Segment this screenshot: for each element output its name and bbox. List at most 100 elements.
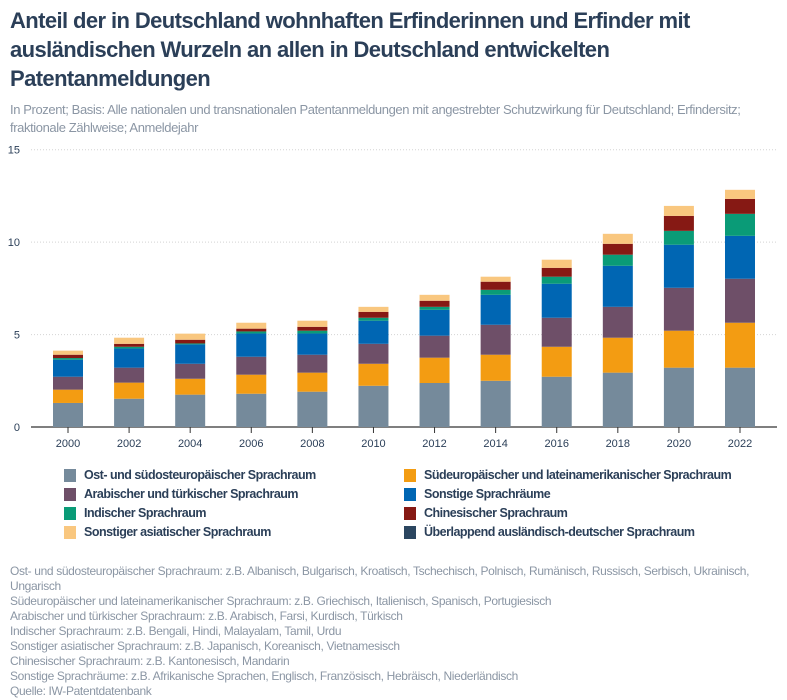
bar-segment	[358, 320, 389, 344]
bar-segment	[480, 289, 511, 295]
bar-segment	[175, 333, 206, 340]
bar-segment	[480, 380, 511, 427]
legend-item: Sonstige Sprachräume	[404, 487, 551, 501]
bar-segment	[236, 322, 267, 329]
bar-segment	[175, 344, 206, 364]
bar-segment	[236, 393, 267, 427]
bar-segment	[114, 346, 145, 349]
bar-segment	[114, 367, 145, 383]
bar-segment	[419, 309, 450, 336]
x-tick-label: 2016	[544, 438, 568, 450]
bar-segment	[602, 337, 633, 373]
bar-segment	[541, 267, 572, 277]
bar-segment	[419, 294, 450, 301]
bar-segment	[53, 354, 83, 359]
legend-label: Überlappend ausländisch-deutscher Sprach…	[424, 525, 695, 539]
bar-segment	[419, 357, 450, 384]
footnote: Südeuropäischer und lateinamerikanischer…	[10, 594, 552, 608]
legend-swatch	[64, 506, 76, 520]
bar-segment	[175, 343, 206, 345]
bar-segment	[725, 189, 755, 199]
legend-label: Sonstiger asiatischer Sprachraum	[84, 525, 271, 539]
bar-segment	[663, 230, 694, 245]
legend-swatch	[64, 468, 76, 482]
x-tick-label: 2008	[300, 438, 324, 450]
footnote: Sonstiger asiatischer Sprachraum: z.B. J…	[10, 639, 400, 653]
bar-segment	[541, 376, 572, 427]
bar-segment	[53, 376, 83, 390]
stacked-bar-chart: 0 5 10 15 2000 2002 2004 2006 2008 2010 2012 2014 20…	[8, 145, 777, 450]
bar-segment	[236, 374, 267, 394]
legend-item: Südeuropäischer und lateinamerikanischer…	[404, 468, 732, 482]
bar-segment	[602, 306, 633, 338]
bar-segment	[663, 215, 694, 231]
legend-swatch	[64, 487, 76, 501]
legend-swatch	[64, 525, 76, 539]
bar-segment	[725, 235, 755, 279]
bar-segment	[53, 402, 83, 427]
x-tick-label: 2006	[239, 438, 263, 450]
x-tick-label: 2010	[361, 438, 385, 450]
x-tick-label: 2004	[178, 438, 202, 450]
footnote: Arabischer und türkischer Sprachraum: z.…	[10, 609, 403, 623]
bar-segment	[53, 389, 83, 403]
bar-segment	[358, 306, 389, 312]
bar-segment	[419, 300, 450, 307]
bar-segment	[725, 322, 755, 368]
bar-segment	[175, 339, 206, 344]
bar-segment	[541, 276, 572, 284]
y-tick-label: 5	[14, 330, 20, 342]
footnote: Indischer Sprachraum: z.B. Bengali, Hind…	[10, 624, 342, 638]
bar-segment	[725, 213, 755, 236]
legend-swatch	[404, 468, 416, 482]
bar-segment	[541, 346, 572, 377]
bar-segment	[297, 372, 328, 392]
legend-label: Indischer Sprachraum	[84, 506, 207, 520]
x-tick-label: 2014	[483, 438, 507, 450]
bar-segment	[236, 331, 267, 334]
bar-segment	[602, 254, 633, 266]
bar-segment	[358, 363, 389, 386]
y-tick-label: 0	[14, 422, 20, 434]
legend-swatch	[404, 525, 416, 539]
bar-segment	[114, 382, 145, 399]
bar-segment	[725, 198, 755, 214]
source: Quelle: IW-Patentdatenbank	[10, 684, 152, 698]
bar-segment	[602, 243, 633, 255]
bar-segment	[297, 326, 328, 331]
bar-segment	[175, 378, 206, 395]
chart-subtitle: In Prozent; Basis: Alle nationalen und t…	[10, 102, 741, 135]
legend-label: Südeuropäischer und lateinamerikanischer…	[424, 468, 732, 482]
footnote: Sonstige Sprachräume: z.B. Afrikanische …	[10, 669, 518, 683]
bar-segment	[419, 335, 450, 358]
y-tick-label: 15	[8, 145, 20, 157]
bar-segment	[663, 205, 694, 216]
legend-item: Chinesischer Sprachraum	[404, 506, 568, 520]
bar-segment	[297, 391, 328, 427]
bar-segment	[480, 354, 511, 381]
bar-segment	[53, 359, 83, 377]
legend-label: Sonstige Sprachräume	[424, 487, 551, 501]
legend-item: Arabischer und türkischer Sprachraum	[64, 487, 299, 501]
bar-segment	[114, 398, 145, 427]
legend-item: Indischer Sprachraum	[64, 506, 207, 520]
legend-swatch	[404, 487, 416, 501]
bar-segment	[663, 330, 694, 368]
bar-segment	[725, 367, 755, 427]
bar-segment	[53, 350, 83, 355]
bar-segment	[541, 317, 572, 347]
footnotes: Ost- und südosteuropäischer Sprachraum: …	[10, 564, 780, 699]
bar-segment	[602, 265, 633, 307]
legend-item: Überlappend ausländisch-deutscher Sprach…	[404, 525, 695, 539]
bar-segment	[358, 385, 389, 427]
bar-segment	[297, 333, 328, 355]
x-tick-label: 2012	[422, 438, 446, 450]
bar-segment	[419, 383, 450, 427]
bar-segment	[602, 233, 633, 244]
y-tick-label: 10	[8, 237, 20, 249]
bar-segment	[663, 367, 694, 427]
bar-segment	[236, 333, 267, 357]
legend-label: Arabischer und türkischer Sprachraum	[84, 487, 299, 501]
bar-segment	[175, 394, 206, 427]
bar-segment	[663, 287, 694, 331]
